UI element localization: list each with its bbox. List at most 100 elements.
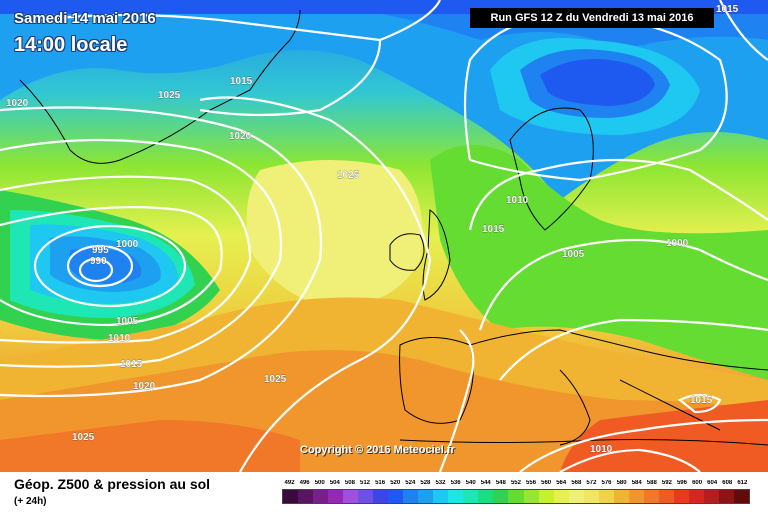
legend-swatch bbox=[643, 490, 659, 503]
legend-label: 556 bbox=[526, 480, 537, 486]
isobar-label: 1025 bbox=[158, 90, 181, 101]
legend-label: 580 bbox=[616, 480, 627, 486]
legend-label: 540 bbox=[465, 480, 476, 486]
legend-label: 536 bbox=[450, 480, 461, 486]
legend-swatch bbox=[568, 490, 584, 503]
legend-label: 576 bbox=[601, 480, 612, 486]
isobar-label: 1010 bbox=[108, 333, 131, 344]
isobar-label: 1015 bbox=[482, 224, 505, 235]
legend-label: 604 bbox=[707, 480, 718, 486]
legend-swatch bbox=[553, 490, 569, 503]
legend-label: 584 bbox=[631, 480, 642, 486]
lead-time: (+ 24h) bbox=[14, 496, 47, 507]
legend-swatch bbox=[628, 490, 644, 503]
isobar-label: 1005 bbox=[116, 316, 139, 327]
isobar-label: 1025 bbox=[337, 170, 360, 181]
isobars bbox=[0, 0, 768, 472]
isobar-label: 1015 bbox=[690, 395, 713, 406]
legend-label: 512 bbox=[360, 480, 371, 486]
legend-swatch bbox=[478, 490, 494, 503]
legend-label: 552 bbox=[510, 480, 521, 486]
legend-swatch bbox=[283, 490, 299, 503]
isobar-label: 995 bbox=[92, 245, 109, 256]
isobar-ring-995 bbox=[66, 244, 134, 288]
legend-label: 528 bbox=[420, 480, 431, 486]
legend-label: 560 bbox=[541, 480, 552, 486]
legend-swatch bbox=[673, 490, 689, 503]
legend-swatch bbox=[298, 490, 314, 503]
legend-label: 548 bbox=[495, 480, 506, 486]
legend-label: 608 bbox=[722, 480, 733, 486]
isobar-label: 1015 bbox=[120, 359, 143, 370]
legend-label: 612 bbox=[737, 480, 748, 486]
isobar-label: 1000 bbox=[666, 238, 689, 249]
forecast-date: Samedi 14 mai 2016 bbox=[14, 10, 156, 27]
legend-color-bar bbox=[282, 489, 750, 504]
legend-swatch bbox=[508, 490, 524, 503]
legend-label: 596 bbox=[676, 480, 687, 486]
legend-swatch bbox=[463, 490, 479, 503]
legend-label: 496 bbox=[299, 480, 310, 486]
legend-swatch bbox=[613, 490, 629, 503]
legend-swatch bbox=[328, 490, 344, 503]
legend-swatch bbox=[733, 490, 749, 503]
isobar-label: 990 bbox=[90, 256, 107, 267]
legend-label: 516 bbox=[375, 480, 386, 486]
isobar-label: 1000 bbox=[116, 239, 139, 250]
legend-swatch bbox=[418, 490, 434, 503]
color-legend: 492 496 500 504 508 512 516 520 524 528 532 536 540 5… bbox=[282, 480, 750, 504]
legend-swatch bbox=[343, 490, 359, 503]
legend-label: 532 bbox=[435, 480, 446, 486]
legend-swatch bbox=[523, 490, 539, 503]
legend-label: 492 bbox=[284, 480, 295, 486]
legend-label: 564 bbox=[556, 480, 567, 486]
coastlines bbox=[19, 9, 768, 446]
legend-label: 508 bbox=[344, 480, 355, 486]
legend-swatch bbox=[583, 490, 599, 503]
legend-swatch bbox=[703, 490, 719, 503]
legend-swatch bbox=[373, 490, 389, 503]
legend-label: 544 bbox=[480, 480, 491, 486]
legend-labels: 492 496 500 504 508 512 516 520 524 528 532 536 540 5… bbox=[282, 480, 750, 489]
legend-swatch bbox=[313, 490, 329, 503]
legend-label: 572 bbox=[586, 480, 597, 486]
legend-label: 588 bbox=[646, 480, 657, 486]
isobar-label: 1010 bbox=[590, 444, 613, 455]
isobar-ring-990 bbox=[78, 257, 114, 283]
legend-label: 500 bbox=[314, 480, 325, 486]
copyright-notice: Copyright © 2016 Meteociel.fr bbox=[300, 444, 455, 456]
legend-swatch bbox=[718, 490, 734, 503]
isobar-label: 1020 bbox=[6, 98, 29, 109]
legend-label: 568 bbox=[571, 480, 582, 486]
isobar-label: 1020 bbox=[229, 131, 252, 142]
legend-label: 520 bbox=[390, 480, 401, 486]
product-title: Géop. Z500 & pression au sol bbox=[14, 476, 211, 492]
forecast-time: 14:00 locale bbox=[14, 34, 128, 56]
legend-swatch bbox=[493, 490, 509, 503]
isobar-labels: 1020 1025 1015 1020 1025 995 990 1000 10… bbox=[6, 4, 739, 455]
legend-swatch bbox=[358, 490, 374, 503]
weather-map: 1020 1025 1015 1020 1025 995 990 1000 10… bbox=[0, 0, 768, 472]
legend-swatch bbox=[433, 490, 449, 503]
legend-swatch bbox=[658, 490, 674, 503]
legend-swatch bbox=[598, 490, 614, 503]
isobar-label: 1005 bbox=[562, 249, 585, 260]
isobar-label: 1025 bbox=[72, 432, 95, 443]
isobar-label: 1025 bbox=[264, 374, 287, 385]
isobar-ring-1000 bbox=[33, 224, 187, 308]
isobar-label: 1010 bbox=[506, 195, 529, 206]
model-run-label: Run GFS 12 Z du Vendredi 13 mai 2016 bbox=[470, 8, 714, 28]
legend-swatch bbox=[688, 490, 704, 503]
legend-swatch bbox=[448, 490, 464, 503]
isobar-label: 1015 bbox=[230, 76, 253, 87]
legend-label: 600 bbox=[692, 480, 703, 486]
legend-label: 524 bbox=[405, 480, 416, 486]
legend-swatch bbox=[538, 490, 554, 503]
legend-swatch bbox=[388, 490, 404, 503]
legend-swatch bbox=[403, 490, 419, 503]
isobar-label: 1020 bbox=[133, 381, 156, 392]
isobar-label: 1015 bbox=[716, 4, 739, 15]
map-footer: Géop. Z500 & pression au sol (+ 24h) 492… bbox=[0, 472, 768, 512]
legend-label: 592 bbox=[661, 480, 672, 486]
legend-label: 504 bbox=[329, 480, 340, 486]
